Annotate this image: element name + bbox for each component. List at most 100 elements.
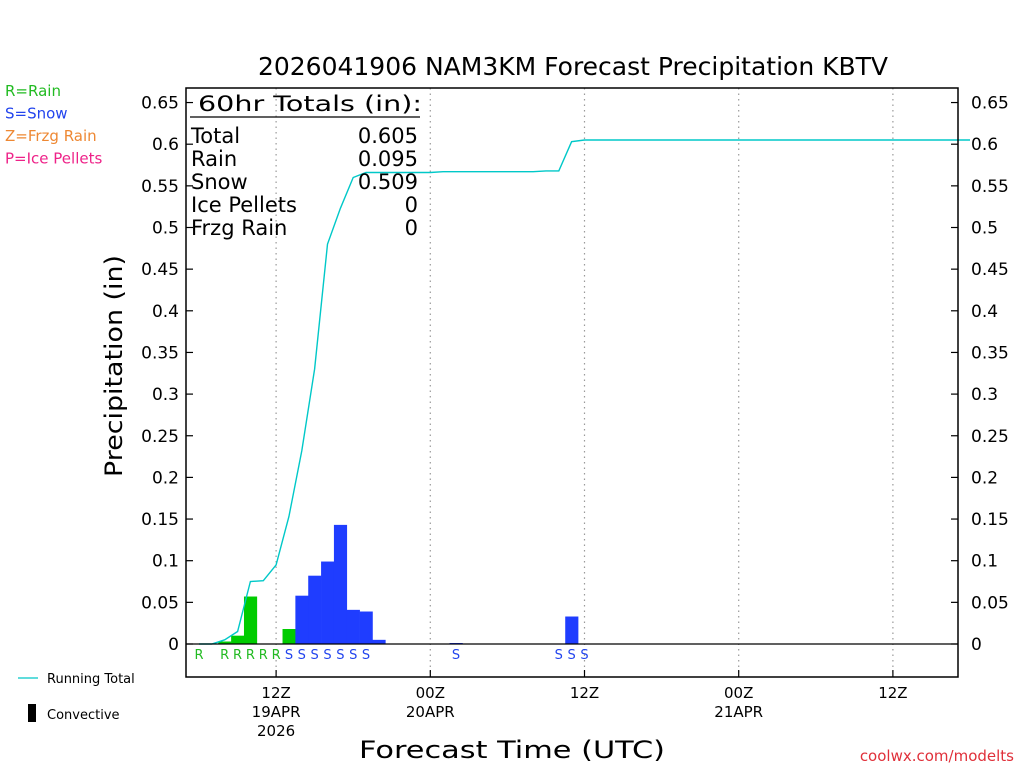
y-tick-label: 0.25 — [141, 427, 179, 447]
ptype-label: R — [220, 648, 229, 663]
totals-value: 0 — [405, 216, 418, 240]
x-axis-label: Forecast Time (UTC) — [359, 736, 665, 764]
y-tick-label: 0.5 — [152, 219, 179, 239]
snow-bar — [333, 524, 348, 644]
totals-value: 0.509 — [358, 170, 418, 194]
convective-legend-label: Convective — [47, 708, 120, 723]
snow-bar — [346, 609, 360, 644]
snow-bar — [565, 616, 579, 644]
snow-bar — [321, 561, 335, 644]
ptype-legend-item: Z=Frzg Rain — [5, 127, 97, 145]
snow-bar — [308, 575, 322, 644]
y-tick-label: 0.15 — [141, 510, 179, 530]
ptype-label: S — [298, 648, 306, 663]
ptype-label: S — [323, 648, 331, 663]
credit-text: coolwx.com/modelts — [860, 747, 1014, 765]
ptype-label: S — [568, 648, 576, 663]
snow-bar — [359, 611, 373, 644]
y-tick-label: 0.65 — [141, 94, 179, 114]
totals-value: 0.605 — [358, 124, 418, 148]
y-tick-label: 0.35 — [971, 343, 1009, 363]
ptype-label: S — [452, 648, 460, 663]
rain-bar — [282, 629, 296, 644]
y-tick-label: 0 — [971, 635, 982, 655]
y-tick-label: 0.45 — [971, 260, 1009, 280]
x-tick-label: 2026 — [257, 722, 295, 740]
ptype-label: R — [194, 648, 203, 663]
y-tick-label: 0.55 — [971, 177, 1009, 197]
series-legend: Running Total Convective — [18, 672, 135, 723]
ptype-label: S — [285, 648, 293, 663]
x-tick-label: 00Z — [724, 684, 753, 702]
y-tick-label: 0.6 — [971, 135, 998, 155]
rain-bar — [231, 635, 245, 644]
y-tick-label: 0.65 — [971, 94, 1009, 114]
y-tick-label: 0.4 — [971, 302, 998, 322]
y-tick-label: 0.2 — [152, 468, 179, 488]
ptype-label: S — [349, 648, 357, 663]
ptype-label: R — [259, 648, 268, 663]
totals-label: Ice Pellets — [191, 193, 297, 217]
y-tick-label: 0.2 — [971, 468, 998, 488]
running-total-line — [199, 139, 970, 645]
y-tick-label: 0.05 — [141, 593, 179, 613]
x-tick-label: 00Z — [416, 684, 445, 702]
ptype-label: R — [246, 648, 255, 663]
x-tick-label: 20APR — [406, 703, 455, 721]
y-axis-label: Precipitation (in) — [100, 255, 128, 477]
plot-frame — [185, 87, 959, 678]
ptype-legend: R=Rain S=Snow Z=Frzg Rain P=Ice Pellets — [5, 82, 102, 168]
ptype-label: R — [272, 648, 281, 663]
gridlines — [275, 88, 894, 677]
y-tick-label: 0.1 — [971, 552, 998, 572]
y-axis-right: 0 0.05 0.1 0.15 0.2 0.25 0.3 0.35 0.4 0.45 0.5 0.55… — [951, 94, 1009, 655]
totals-label: Total — [190, 124, 240, 148]
y-tick-label: 0.15 — [971, 510, 1009, 530]
totals-box: 60hr Totals (in): Total 0.605 Rain 0.095 Sno… — [190, 92, 422, 240]
x-tick-label: 12Z — [570, 684, 599, 702]
y-tick-label: 0 — [168, 635, 179, 655]
chart-title: 2026041906 NAM3KM Forecast Precipitation… — [258, 52, 888, 81]
ptype-legend-item: R=Rain — [5, 82, 61, 100]
ptype-label: R — [233, 648, 242, 663]
ptype-label: S — [362, 648, 370, 663]
ptype-label: S — [336, 648, 344, 663]
ptype-label: S — [580, 648, 588, 663]
totals-label: Frzg Rain — [191, 216, 287, 240]
y-tick-label: 0.55 — [141, 177, 179, 197]
x-tick-label: 19APR — [252, 703, 301, 721]
ptype-label: S — [555, 648, 563, 663]
y-tick-label: 0.1 — [152, 552, 179, 572]
totals-heading: 60hr Totals (in): — [198, 92, 422, 116]
x-tick-label: 12Z — [878, 684, 907, 702]
bars — [218, 524, 579, 644]
x-tick-label: 12Z — [261, 684, 290, 702]
running-total-legend-label: Running Total — [47, 672, 135, 687]
convective-legend-swatch — [28, 704, 36, 722]
y-tick-label: 0.25 — [971, 427, 1009, 447]
y-tick-label: 0.35 — [141, 343, 179, 363]
y-tick-label: 0.3 — [152, 385, 179, 405]
totals-label: Rain — [191, 147, 237, 171]
ptype-label: S — [311, 648, 319, 663]
ptype-legend-item: S=Snow — [5, 105, 68, 123]
snow-bar — [295, 595, 309, 644]
rain-bar — [218, 641, 232, 644]
rain-bar — [243, 596, 258, 644]
x-tick-label: 21APR — [714, 703, 763, 721]
y-tick-label: 0.4 — [152, 302, 179, 322]
ptype-legend-item: P=Ice Pellets — [5, 150, 102, 168]
snow-bar — [372, 639, 386, 644]
y-axis-left: 0 0.05 0.1 0.15 0.2 0.25 0.3 0.35 0.4 0.45 0.5 0.55… — [141, 94, 193, 655]
totals-value: 0.095 — [358, 147, 418, 171]
totals-value: 0 — [405, 193, 418, 217]
totals-label: Snow — [191, 170, 248, 194]
y-tick-label: 0.3 — [971, 385, 998, 405]
y-tick-label: 0.5 — [971, 219, 998, 239]
y-tick-label: 0.6 — [152, 135, 179, 155]
y-tick-label: 0.45 — [141, 260, 179, 280]
y-tick-label: 0.05 — [971, 593, 1009, 613]
